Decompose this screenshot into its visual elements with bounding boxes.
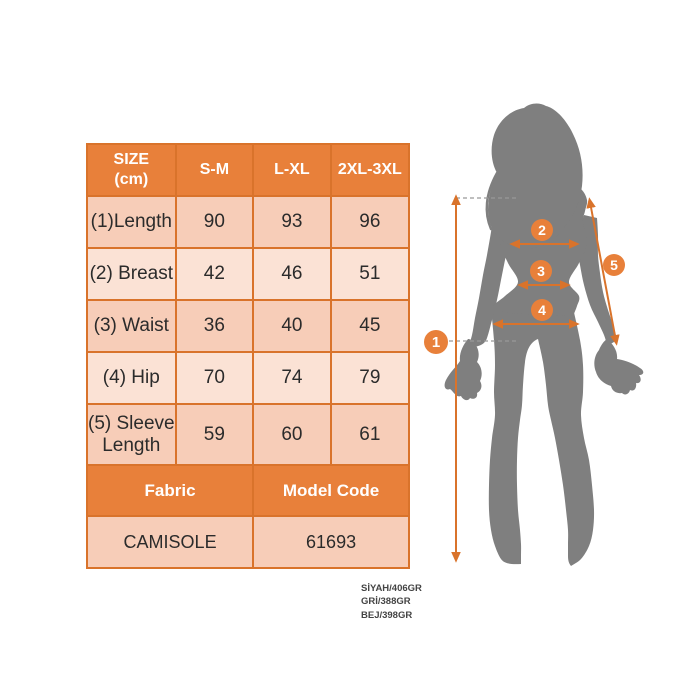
svg-text:1: 1 (432, 334, 440, 351)
svg-text:3: 3 (537, 263, 545, 279)
svg-text:4: 4 (538, 302, 546, 318)
svg-text:2: 2 (538, 222, 546, 238)
svg-text:5: 5 (610, 257, 618, 273)
